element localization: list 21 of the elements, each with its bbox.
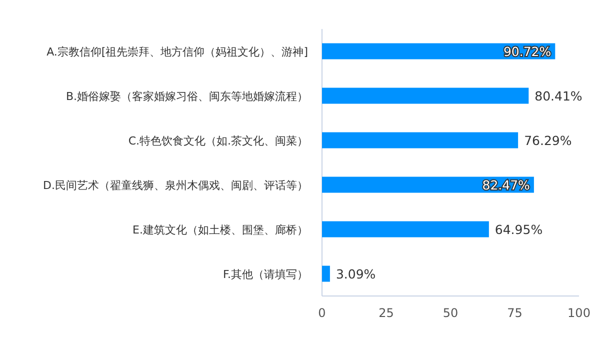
- bar: [322, 266, 330, 282]
- y-tick-label: C.特色饮食文化（如.茶文化、闽菜）: [128, 134, 308, 148]
- y-tick-label: B.婚俗嫁娶（客家婚嫁习俗、闽东等地婚嫁流程）: [66, 90, 308, 103]
- data-label: 76.29%: [524, 132, 572, 148]
- y-tick-label: E.建筑文化（如土楼、围堡、廊桥）: [132, 223, 308, 236]
- data-label: 3.09%: [336, 266, 376, 282]
- y-tick-label: D.民间艺术（翟童线狮、泉州木偶戏、闽剧、评话等）: [43, 178, 308, 192]
- x-tick-label: 50: [442, 306, 458, 320]
- bar: [322, 132, 518, 148]
- x-tick-label: 75: [507, 306, 522, 320]
- bar: [322, 88, 529, 104]
- y-tick-label: F.其他（请填写）: [222, 268, 308, 281]
- x-tick-label: 25: [378, 306, 394, 320]
- data-label: 82.47%: [482, 177, 530, 192]
- data-label: 64.95%: [494, 222, 543, 237]
- data-label: 90.72%: [503, 44, 552, 59]
- x-tick-label: 100: [568, 306, 590, 320]
- y-tick-label: A.宗教信仰[祖先崇拜、地方信仰（妈祖文化）、游神]: [46, 45, 308, 58]
- x-tick-label: 0: [318, 306, 326, 320]
- bar: [322, 221, 489, 238]
- data-label: 80.41%: [534, 88, 582, 104]
